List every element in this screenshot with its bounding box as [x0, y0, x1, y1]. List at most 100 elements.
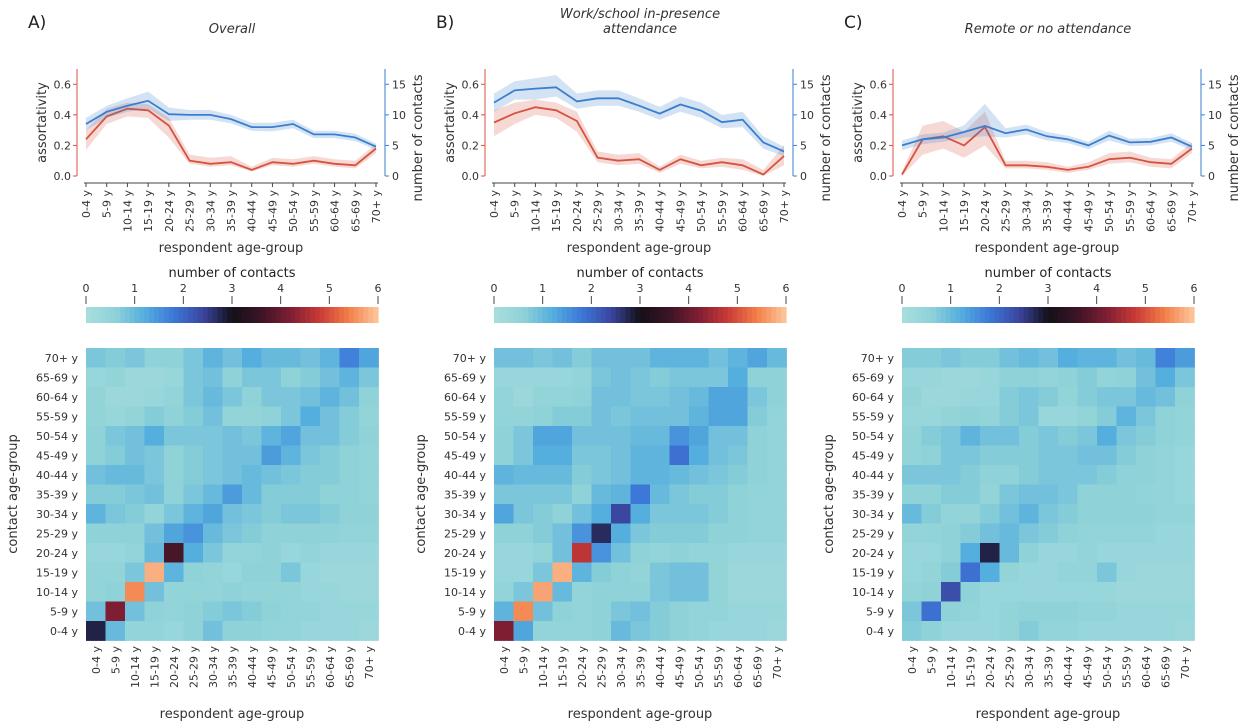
- heatmap-cell: [1116, 621, 1137, 641]
- heatmap-cell: [767, 582, 787, 602]
- heatmap-cell: [1058, 406, 1078, 427]
- heatmap-cell: [242, 523, 262, 544]
- heatmap-y-tick-label: 5-9 y: [866, 605, 894, 618]
- heatmap-cell: [242, 445, 262, 466]
- heatmap-cell: [999, 504, 1020, 524]
- heatmap-cell: [164, 445, 184, 466]
- heatmap-y-title: contact age-group: [822, 434, 837, 553]
- heatmap-cell: [281, 621, 301, 641]
- heatmap-cell: [689, 543, 709, 563]
- heatmap-cell: [689, 465, 709, 485]
- heatmap-x-tick-label: 0-4 y: [498, 646, 511, 674]
- colorbar-segment: [134, 307, 141, 323]
- heatmap-cell: [689, 387, 709, 407]
- colorbar-segment: [1174, 307, 1180, 323]
- heatmap-cell: [222, 406, 243, 427]
- right-axis-tick-label: 15: [1208, 78, 1222, 91]
- heatmap-cell: [144, 523, 165, 544]
- x-axis-tick-label: 55-59 y: [308, 190, 321, 232]
- colorbar-segment: [1067, 307, 1073, 323]
- heatmap-cell: [669, 348, 690, 368]
- heatmap-cell: [689, 562, 709, 583]
- heatmap-cell: [261, 445, 282, 466]
- colorbar-segment: [581, 307, 588, 323]
- heatmap-cell: [494, 523, 514, 544]
- heatmap-cell: [999, 621, 1020, 641]
- heatmap-cell: [105, 562, 126, 583]
- colorbar-segment: [955, 307, 961, 323]
- heatmap-cell: [1058, 484, 1078, 505]
- heatmap-cell: [339, 523, 360, 544]
- heatmap-cell: [1155, 387, 1176, 407]
- heatmap-cell: [980, 348, 1000, 368]
- heatmap-cell: [669, 406, 690, 427]
- heatmap-cell: [203, 543, 223, 563]
- colorbar-segment: [1013, 307, 1020, 323]
- colorbar-tick-label: 4: [277, 282, 284, 295]
- colorbar-segment: [547, 307, 553, 323]
- left-axis-tick-label: 0.0: [54, 170, 72, 183]
- heatmap-cell: [669, 562, 690, 583]
- heatmap-cell: [261, 504, 282, 524]
- heatmap-y-title: contact age-group: [414, 434, 429, 553]
- colorbar-segment: [95, 307, 102, 323]
- colorbar-segment: [1159, 307, 1166, 323]
- heatmap-y-tick-label: 45-49 y: [444, 449, 486, 462]
- colorbar-segment: [261, 307, 267, 323]
- colorbar-segment: [610, 307, 617, 323]
- heatmap-cell: [999, 582, 1020, 602]
- colorbar-segment: [241, 307, 248, 323]
- heatmap-cell: [591, 445, 612, 466]
- heatmap-cell: [921, 523, 942, 544]
- x-axis-tick-label: 60-64 y: [1145, 190, 1158, 232]
- x-axis-tick-label: 25-29 y: [184, 190, 197, 232]
- heatmap-cell: [728, 426, 748, 446]
- heatmap-cell: [533, 387, 553, 407]
- heatmap-x-tick-label: 20-24 y: [168, 646, 181, 688]
- right-axis-tick-label: 10: [800, 109, 814, 122]
- heatmap-cell: [164, 601, 184, 622]
- heatmap-cell: [921, 504, 942, 524]
- heatmap-x-tick-label: 45-49 y: [1081, 646, 1094, 688]
- heatmap-cell: [960, 523, 981, 544]
- heatmap-x-tick-label: 5-9 y: [517, 646, 530, 674]
- heatmap-cell: [1097, 367, 1117, 388]
- heatmap-cell: [222, 504, 243, 524]
- heatmap-cell: [767, 621, 787, 641]
- colorbar-segment: [1057, 307, 1064, 323]
- series-line-right: [493, 86, 785, 153]
- heatmap-cell: [203, 445, 223, 466]
- heatmap-y-tick-label: 55-59 y: [36, 410, 78, 423]
- left-axis-tick-label: 0.2: [870, 139, 888, 152]
- colorbar-segment: [163, 307, 170, 323]
- heatmap-cell: [999, 348, 1020, 368]
- colorbar-segment: [698, 307, 704, 323]
- heatmap-cell: [339, 582, 360, 602]
- heatmap-cell: [1175, 562, 1195, 583]
- colorbar-segment: [950, 307, 957, 323]
- heatmap-cell: [747, 504, 768, 524]
- heatmap-cell: [728, 523, 748, 544]
- colorbar-segment: [1111, 307, 1117, 323]
- heatmap-cell: [767, 484, 787, 505]
- heatmap-x-tick-label: 40-44 y: [654, 646, 667, 688]
- panel-subtitle: Remote or no attendance: [965, 22, 1132, 37]
- heatmap-cell: [941, 621, 961, 641]
- heatmap-cell: [144, 504, 165, 524]
- colorbar-segment: [334, 307, 340, 323]
- heatmap-cell: [921, 387, 942, 407]
- heatmap-cell: [320, 621, 340, 641]
- heatmap-cell: [1175, 601, 1195, 622]
- heatmap-cell: [747, 621, 768, 641]
- heatmap-cell: [1116, 465, 1137, 485]
- colorbar-segment: [693, 307, 699, 323]
- heatmap-cell: [1058, 445, 1078, 466]
- heatmap-cell: [242, 387, 262, 407]
- x-axis-tick-label: 15-19 y: [142, 190, 155, 232]
- heatmap-cell: [359, 504, 379, 524]
- heatmap-x-tick-label: 45-49 y: [265, 646, 278, 688]
- heatmap-y-tick-label: 10-14 y: [852, 586, 894, 599]
- heatmap-cell: [1019, 426, 1039, 446]
- colorbar-segment: [227, 307, 233, 323]
- colorbar-segment: [659, 307, 665, 323]
